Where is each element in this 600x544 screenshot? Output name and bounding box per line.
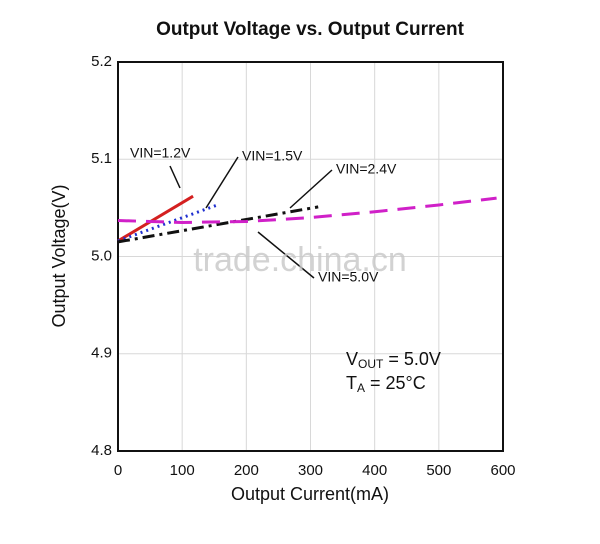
leader-line [289, 169, 333, 209]
series-line [117, 196, 497, 224]
annotation-sub: A [357, 381, 365, 395]
leader-line [169, 165, 181, 189]
series-line [117, 205, 319, 244]
y-axis-label: Output Voltage(V) [49, 184, 69, 327]
x-tick-label: 0 [114, 462, 122, 479]
y-tick-label: 5.2 [91, 53, 112, 70]
annotation: TA = 25°C [346, 373, 426, 395]
y-tick-label: 4.8 [91, 442, 112, 459]
watermark: trade.china.cn [193, 241, 407, 279]
series-label: VIN=5.0V [318, 269, 379, 285]
annotation-rest: = 5.0V [383, 349, 441, 369]
y-tick-label: 4.9 [91, 345, 112, 362]
chart-title: Output Voltage vs. Output Current [156, 19, 465, 40]
y-tick-label: 5.1 [91, 150, 112, 167]
series-label: VIN=2.4V [336, 161, 397, 177]
x-tick-label: 500 [426, 462, 451, 479]
leader-line [205, 156, 239, 209]
series-label: VIN=1.5V [242, 148, 303, 164]
annotation-main: V [346, 349, 358, 369]
leader-line [257, 231, 315, 279]
annotation-main: T [346, 373, 357, 393]
annotation-sub: OUT [358, 357, 384, 371]
x-tick-label: 200 [234, 462, 259, 479]
y-tick-label: 5.0 [91, 247, 112, 264]
series-line [117, 194, 194, 243]
x-tick-label: 300 [298, 462, 323, 479]
x-tick-label: 100 [170, 462, 195, 479]
annotation-rest: = 25°C [365, 373, 426, 393]
annotation: VOUT = 5.0V [346, 349, 441, 371]
x-tick-label: 400 [362, 462, 387, 479]
x-tick-label: 600 [490, 462, 515, 479]
plot-frame [117, 61, 504, 452]
x-axis-label: Output Current(mA) [231, 484, 389, 504]
series-label: VIN=1.2V [130, 145, 191, 161]
